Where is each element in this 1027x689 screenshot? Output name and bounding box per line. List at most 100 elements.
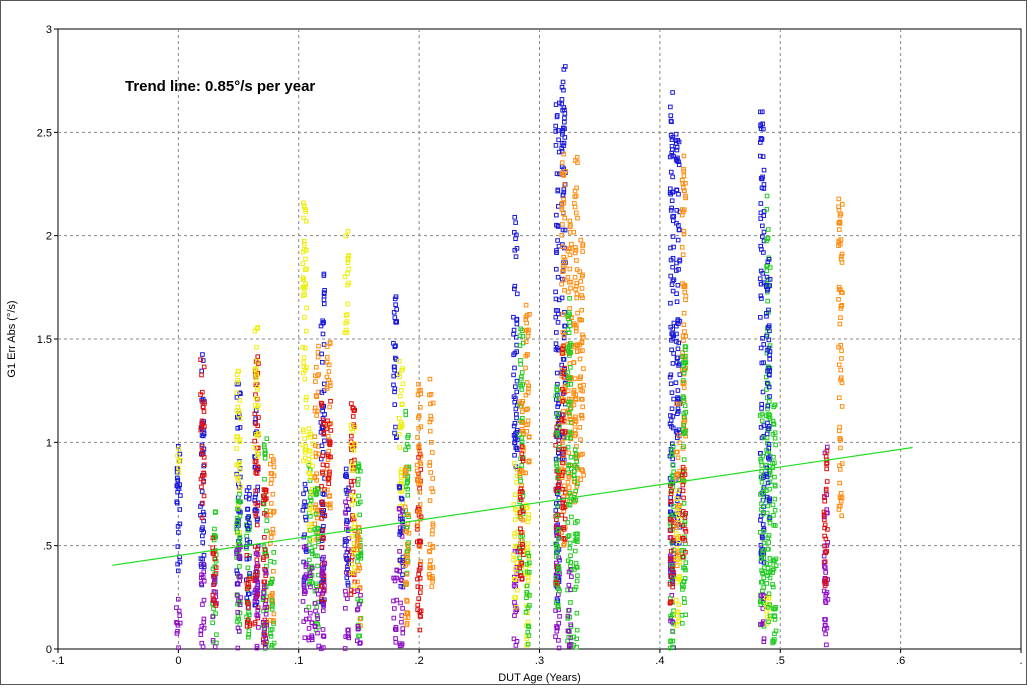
data-point: [571, 389, 577, 395]
data-point: [213, 565, 219, 570]
data-point: [358, 616, 364, 621]
data-point: [417, 590, 423, 595]
data-point: [200, 421, 206, 426]
data-point: [514, 480, 519, 485]
trend-annotation: Trend line: 0.85°/s per year: [125, 78, 315, 95]
data-point: [565, 435, 571, 441]
data-point: [766, 337, 772, 343]
data-point: [574, 465, 580, 470]
data-point: [758, 140, 763, 145]
data-point: [519, 468, 525, 473]
data-point: [682, 347, 688, 353]
data-point: [680, 554, 686, 560]
data-point: [559, 97, 565, 102]
data-point: [523, 470, 528, 476]
data-point: [837, 227, 842, 232]
data-point: [315, 354, 321, 360]
data-point: [303, 281, 309, 287]
data-point: [771, 522, 777, 528]
data-point: [174, 475, 180, 481]
data-point: [761, 585, 767, 590]
data-point: [676, 162, 682, 168]
data-point: [252, 328, 258, 334]
data-point: [201, 479, 206, 485]
data-point: [262, 476, 267, 482]
data-point: [574, 531, 579, 537]
data-point: [518, 478, 523, 484]
data-point: [201, 552, 207, 558]
data-point: [307, 471, 313, 476]
data-point: [567, 312, 572, 317]
data-point: [201, 616, 207, 622]
data-point: [557, 423, 562, 429]
data-point: [680, 252, 686, 258]
data-point: [561, 140, 567, 146]
data-point: [246, 610, 251, 615]
data-point: [512, 517, 518, 522]
data-point: [822, 543, 828, 549]
data-point: [773, 628, 779, 634]
data-point: [201, 409, 207, 414]
data-point: [345, 596, 350, 601]
data-point: [264, 436, 270, 441]
data-point: [316, 643, 322, 649]
data-point: [567, 375, 573, 381]
data-point: [674, 401, 679, 407]
data-point: [176, 645, 181, 651]
data-point: [514, 389, 520, 395]
data-point: [683, 180, 688, 186]
data-point: [759, 479, 765, 485]
y-tick-label: 0: [46, 644, 52, 656]
data-point: [758, 474, 764, 480]
data-point: [559, 530, 564, 535]
data-point: [759, 296, 764, 301]
data-point: [555, 238, 560, 243]
data-point: [247, 492, 252, 497]
data-point: [253, 513, 259, 519]
data-point: [343, 588, 348, 594]
data-point: [511, 557, 516, 563]
data-point: [512, 440, 518, 445]
data-point: [571, 321, 577, 326]
data-point: [680, 350, 685, 355]
data-point: [254, 565, 259, 570]
data-point: [268, 535, 274, 540]
data-point: [393, 294, 399, 300]
data-point: [681, 584, 686, 590]
data-point: [234, 372, 240, 377]
data-point: [247, 571, 252, 576]
data-point: [430, 523, 436, 528]
data-point: [327, 440, 333, 445]
data-point: [572, 250, 578, 256]
data-point: [567, 406, 573, 412]
data-point: [417, 460, 423, 465]
data-point: [669, 137, 675, 142]
data-point: [554, 387, 560, 392]
data-point: [839, 356, 844, 361]
data-point: [560, 500, 566, 505]
data-point: [677, 361, 682, 367]
data-point: [404, 441, 410, 447]
data-point: [263, 496, 269, 501]
data-point: [681, 228, 687, 234]
data-point: [270, 510, 276, 515]
data-point: [201, 431, 207, 437]
data-point: [512, 283, 518, 289]
data-point: [524, 595, 529, 600]
data-point: [825, 527, 830, 532]
data-point: [764, 333, 769, 339]
data-point: [562, 323, 567, 329]
data-point: [836, 344, 841, 350]
data-point: [767, 498, 772, 504]
data-point: [554, 549, 560, 555]
data-point: [676, 618, 682, 623]
data-point: [670, 147, 675, 152]
data-point: [823, 631, 828, 637]
data-point: [837, 480, 842, 486]
data-point: [572, 587, 577, 592]
data-point: [271, 611, 277, 617]
data-point: [554, 600, 559, 605]
data-point: [562, 126, 567, 131]
data-point: [575, 310, 580, 316]
data-point: [766, 591, 772, 597]
